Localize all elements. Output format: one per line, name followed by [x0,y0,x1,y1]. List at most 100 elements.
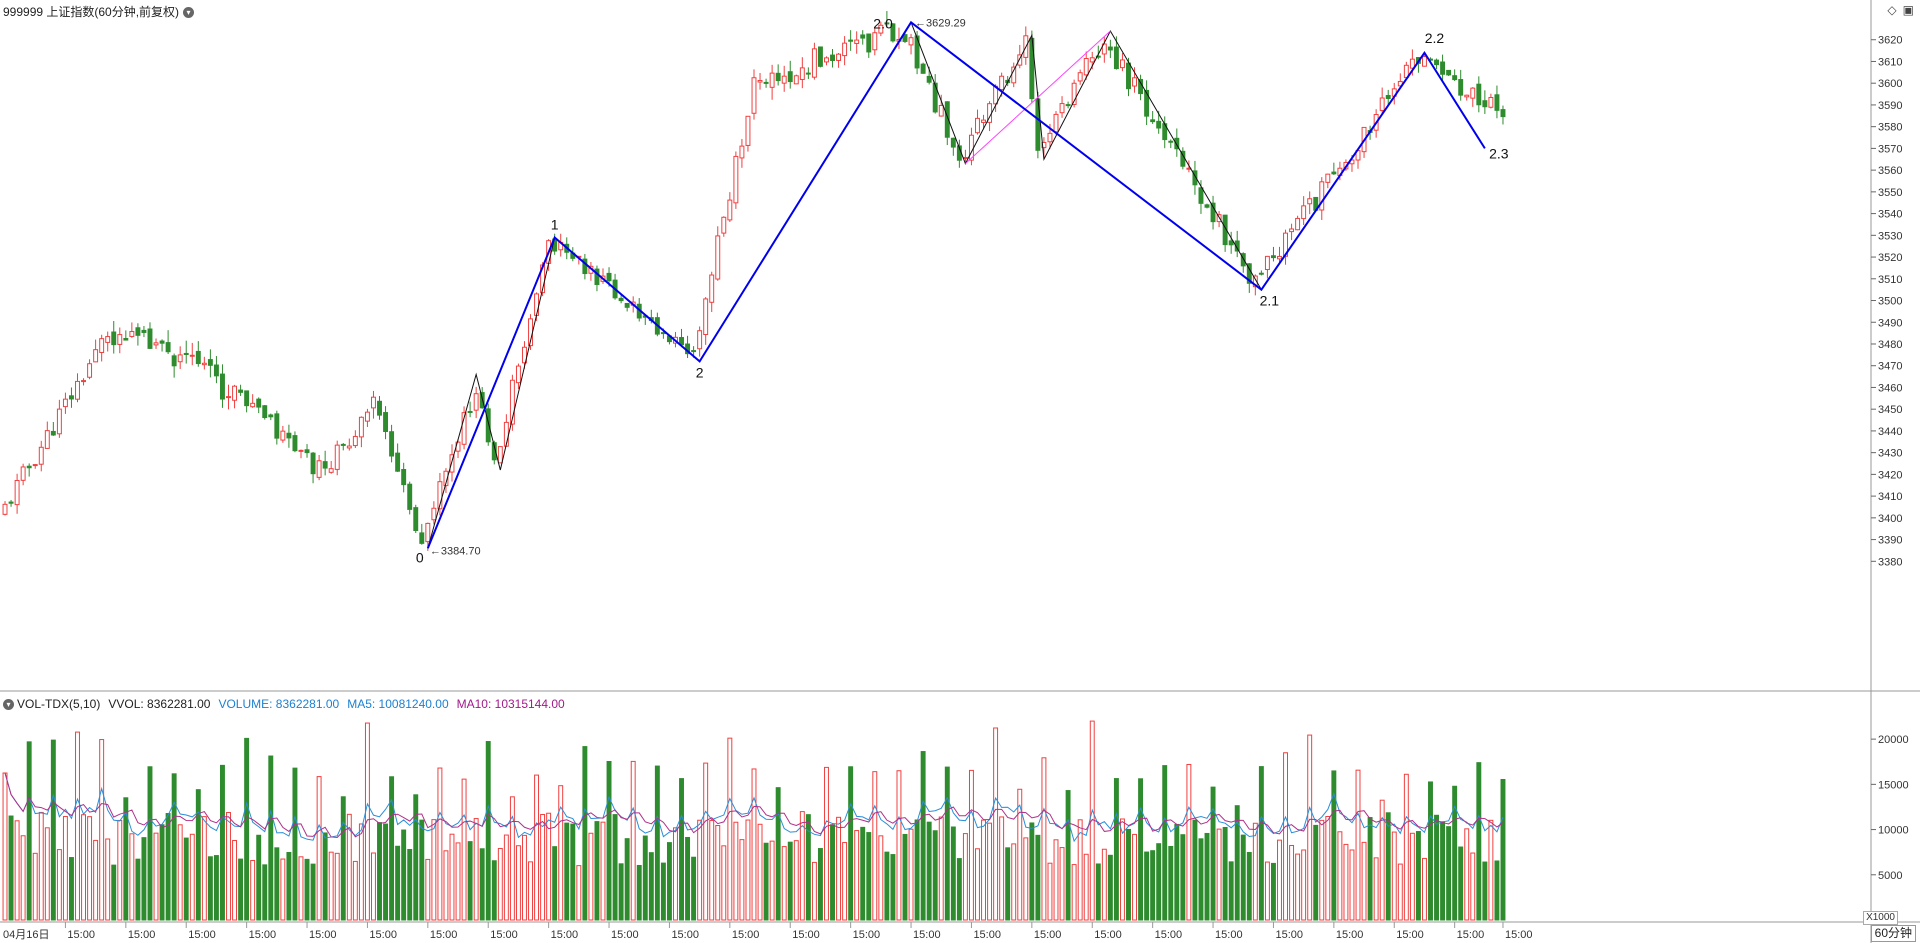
volume-bar [473,818,479,921]
volume-bar [721,845,727,921]
volume-bar [1035,834,1041,921]
volume-bar [1385,812,1391,921]
chart-title-text: 999999 上证指数(60分钟,前复权) [3,5,180,19]
diamond-icon[interactable]: ◇ [1887,3,1897,17]
volume-bar [799,811,805,921]
volume-bar [364,722,370,921]
candle-down [491,442,497,461]
volume-bar [1476,762,1482,921]
volume-bar [1132,833,1137,921]
candle-down [1174,137,1180,150]
candle-down [159,340,165,344]
volume-bar [793,840,799,921]
price-tick-label: 3570 [1878,143,1902,155]
period-selector[interactable]: 60分钟 [1870,925,1916,942]
candle-down [220,373,225,400]
window-icon[interactable]: ▣ [1902,3,1914,17]
candle-up [908,37,914,46]
volume-bar [14,820,20,921]
time-tick-label: 15:00 [732,929,760,941]
volume-bar [274,847,280,921]
candle-down [401,469,407,486]
volume-bar [304,858,310,921]
candle-up [962,157,968,160]
candle-down [606,272,612,282]
ma10-value: MA10: 10315144.00 [456,697,565,711]
candle-up [2,503,8,515]
vvol-value: VVOL: 8362281.00 [108,697,211,711]
candle-down [926,75,932,83]
volume-bar [44,827,50,921]
price-tick-label: 3380 [1878,556,1902,568]
candle-up [20,466,26,481]
candle-up [1017,54,1023,66]
volume-bar [377,822,382,921]
candle-up [703,298,709,336]
volume-bar [75,731,80,921]
candle-up [1119,59,1125,69]
volume-bar [2,772,8,921]
wave-line-blue [426,20,1486,549]
volume-bar [564,822,570,921]
volume-bar [709,820,715,921]
candle-down [1168,140,1174,143]
price-tick-label: 3430 [1878,448,1902,460]
volume-bar [570,823,576,921]
volume-bar [1101,848,1107,921]
volume-bar [679,778,684,921]
candle-down [147,328,153,349]
volume-bar [1301,849,1307,921]
volume-bar [666,842,672,921]
price-tick-label: 3600 [1878,78,1902,90]
volume-header: ▾ VOL-TDX(5,10) VVOL: 8362281.00 VOLUME: 83… [3,697,573,711]
wave-label: 2.2 [1425,30,1445,46]
indicator-menu-icon[interactable]: ▾ [3,699,14,711]
candle-down [165,342,171,353]
candle-up [1470,87,1476,99]
volume-bar [425,858,431,921]
volume-bar [938,816,944,921]
candle-up [1047,132,1053,143]
volume-bar [201,816,207,921]
volume-bar [183,837,189,921]
candle-up [515,365,521,384]
volume-bar [1023,837,1029,921]
candle-up [32,464,38,467]
candle-up [1071,82,1077,105]
title-dropdown-icon[interactable]: ▾ [183,7,195,19]
volume-bar [836,816,842,921]
candle-down [1210,202,1216,223]
volume-bar [8,815,14,921]
volume-bar [105,838,111,921]
vol-indicator-name[interactable]: VOL-TDX(5,10) [17,697,101,711]
time-tick-label: 15:00 [1155,929,1183,941]
time-tick-label: 15:00 [249,929,277,941]
candle-up [824,57,829,63]
candle-up [14,479,20,506]
volume-bar [491,860,497,921]
volume-bar [1162,765,1168,921]
candle-down [1258,272,1264,275]
candle-down [1065,104,1071,107]
candle-up [697,330,703,350]
candle-up [473,393,479,411]
candle-down [1138,78,1144,95]
candle-up [437,481,443,510]
volume-bar [1452,785,1458,921]
volume-bar [1428,781,1433,921]
candle-down [1150,119,1156,123]
candle-up [1488,96,1494,108]
high-price-label: ←3629.29 [915,17,966,29]
volume-tick-label: 5000 [1878,870,1902,882]
candle-up [431,507,437,521]
volume-bar [232,839,238,921]
time-tick-label: 15:00 [67,929,95,941]
volume-bar [1500,778,1506,921]
volume-bar [1216,828,1222,921]
volume-bar [1095,863,1101,921]
candle-up [1277,255,1282,260]
volume-bar [509,796,515,921]
candle-up [371,396,376,409]
volume-bar [1126,828,1131,921]
